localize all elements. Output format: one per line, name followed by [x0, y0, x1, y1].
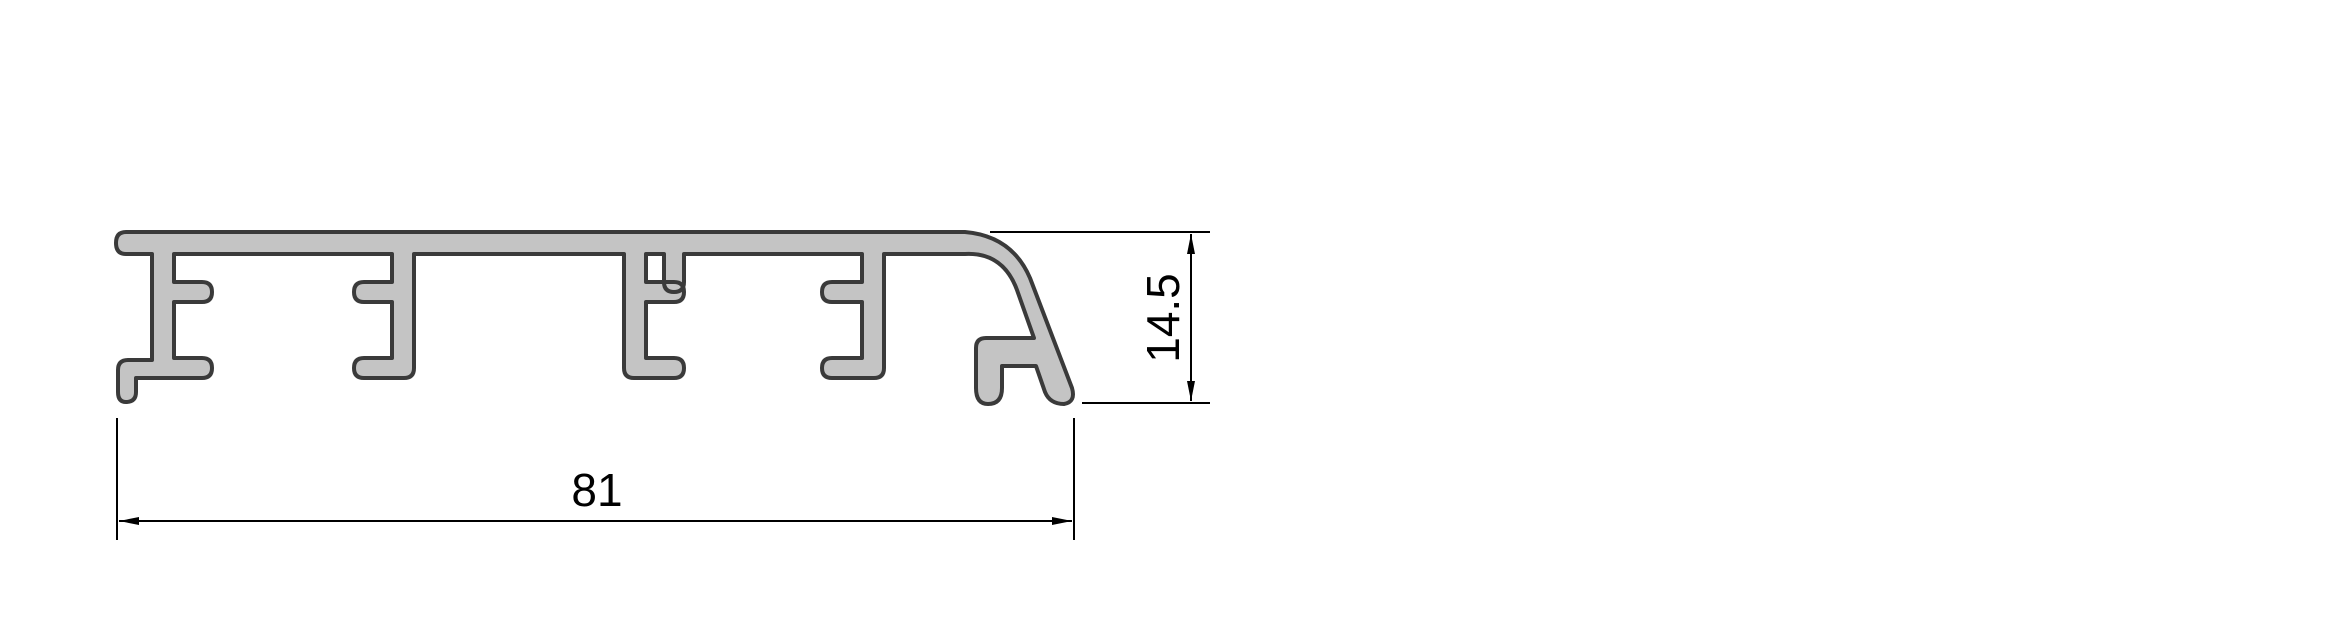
height-dimension-label: 14.5	[1137, 273, 1189, 363]
profile-outline	[114, 230, 1075, 406]
width-dimension-label: 81	[571, 464, 622, 516]
width-dimension: 81	[116, 418, 1075, 540]
profile-cross-section	[114, 230, 1075, 406]
height-dimension: 14.5	[990, 231, 1210, 404]
